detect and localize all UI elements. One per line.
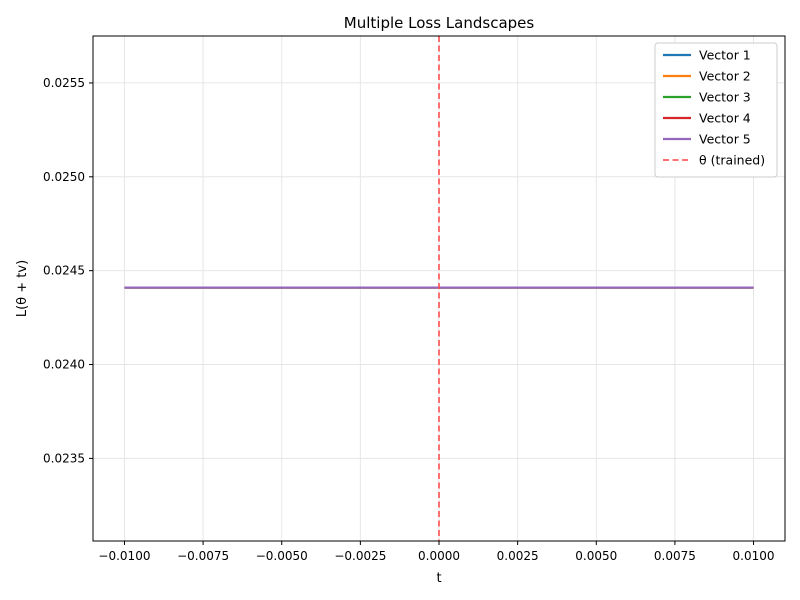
chart-title: Multiple Loss Landscapes (344, 14, 535, 32)
y-tick-label: 0.0240 (43, 358, 85, 372)
y-tick-label: 0.0235 (43, 451, 85, 465)
legend-label: Vector 5 (699, 132, 751, 147)
x-tick-label: 0.0025 (497, 549, 539, 563)
legend-label: θ (trained) (699, 153, 765, 168)
x-axis-label: t (436, 571, 441, 586)
y-tick-label: 0.0250 (43, 170, 85, 184)
legend-label: Vector 2 (699, 69, 751, 84)
legend-label: Vector 3 (699, 90, 751, 105)
x-tick-label: −0.0025 (334, 549, 386, 563)
x-tick-label: −0.0050 (256, 549, 308, 563)
axis-ticks: −0.0100 −0.0075 −0.0050 −0.0025 0.0000 0.0025… (43, 76, 775, 563)
y-tick-label: 0.0245 (43, 264, 85, 278)
x-tick-label: 0.0050 (575, 549, 617, 563)
legend-label: Vector 1 (699, 48, 751, 63)
x-tick-label: 0.0100 (733, 549, 775, 563)
x-tick-label: −0.0100 (98, 549, 150, 563)
x-tick-label: −0.0075 (177, 549, 229, 563)
y-tick-label: 0.0255 (43, 76, 85, 90)
y-axis-label: L(θ + tv) (15, 260, 30, 317)
x-tick-label: 0.0000 (418, 549, 460, 563)
legend-label: Vector 4 (699, 111, 751, 126)
legend: Vector 1 Vector 2 Vector 3 Vector 4 Vector 5… (654, 42, 778, 178)
x-tick-label: 0.0075 (654, 549, 696, 563)
